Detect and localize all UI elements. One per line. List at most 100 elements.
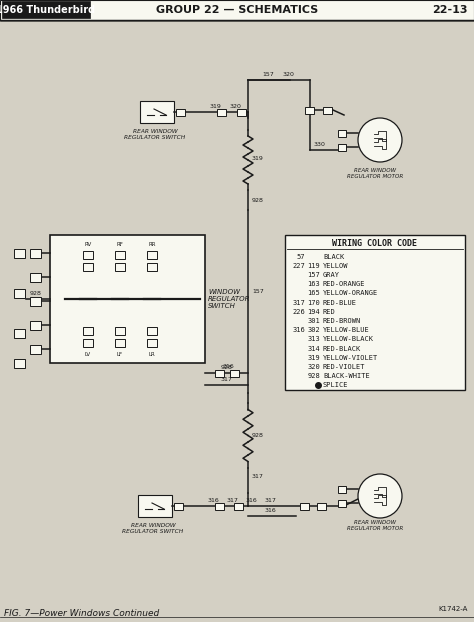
Text: REAR WINDOW
REGULATOR MOTOR: REAR WINDOW REGULATOR MOTOR (347, 520, 403, 531)
Text: 928: 928 (220, 365, 232, 370)
Text: YELLOW-ORANGE: YELLOW-ORANGE (323, 290, 378, 297)
Bar (147, 263, 157, 271)
Text: 319: 319 (209, 104, 221, 109)
Bar (15, 328, 26, 338)
Text: RED-VIOLET: RED-VIOLET (323, 364, 365, 370)
Text: RED-BROWN: RED-BROWN (323, 318, 361, 324)
Text: 314: 314 (307, 346, 320, 351)
Bar (285, 235, 465, 390)
Bar (83, 327, 93, 335)
Bar (2, 1, 90, 18)
Text: 119: 119 (307, 263, 320, 269)
Text: RF: RF (117, 243, 123, 248)
Bar (83, 251, 93, 259)
Text: 316: 316 (264, 508, 276, 513)
Bar (50, 235, 205, 363)
Text: K1742-A: K1742-A (438, 606, 468, 612)
Text: 317: 317 (226, 498, 238, 503)
Text: 320: 320 (282, 72, 294, 77)
Text: 227: 227 (292, 263, 305, 269)
Text: RED-BLUE: RED-BLUE (323, 300, 357, 305)
Bar (306, 106, 315, 113)
Text: 320: 320 (229, 104, 241, 109)
Text: 157: 157 (307, 272, 320, 278)
Bar (30, 320, 42, 330)
Bar (15, 249, 26, 258)
Text: 317: 317 (252, 473, 264, 478)
Bar (115, 263, 125, 271)
Text: GROUP 22 — SCHEMATICS: GROUP 22 — SCHEMATICS (156, 5, 318, 15)
Text: LR: LR (149, 353, 155, 358)
Bar (318, 503, 327, 509)
Text: 226: 226 (292, 309, 305, 315)
Text: REAR WINDOW
REGULATOR MOTOR: REAR WINDOW REGULATOR MOTOR (347, 168, 403, 179)
Text: 302: 302 (307, 327, 320, 333)
Text: 316: 316 (292, 327, 305, 333)
Bar (230, 369, 239, 376)
Text: RED-ORANGE: RED-ORANGE (323, 281, 365, 287)
Text: BLACK-WHITE: BLACK-WHITE (323, 373, 370, 379)
Bar (174, 503, 183, 509)
Bar (0, 0, 474, 20)
Bar (218, 108, 227, 116)
Text: 163: 163 (307, 281, 320, 287)
Text: 316: 316 (222, 364, 234, 369)
Bar (216, 503, 225, 509)
Text: RV: RV (84, 243, 91, 248)
Text: 22-13: 22-13 (432, 5, 468, 15)
Bar (15, 358, 26, 368)
Bar (83, 339, 93, 347)
Bar (235, 503, 244, 509)
Text: 313: 313 (307, 337, 320, 342)
Text: WINDOW
REGULATOR
SWITCH: WINDOW REGULATOR SWITCH (208, 289, 250, 309)
Text: LV: LV (85, 353, 91, 358)
Bar (138, 495, 172, 517)
Bar (147, 251, 157, 259)
Bar (115, 339, 125, 347)
Bar (147, 327, 157, 335)
Text: 928: 928 (30, 291, 42, 296)
Bar (30, 345, 42, 353)
Bar (176, 108, 185, 116)
Text: 319: 319 (252, 156, 264, 160)
Bar (30, 272, 42, 282)
Text: REAR WINDOW
REGULATOR SWITCH: REAR WINDOW REGULATOR SWITCH (122, 523, 183, 534)
Bar (301, 503, 310, 509)
Text: 320: 320 (307, 364, 320, 370)
Text: YELLOW-BLUE: YELLOW-BLUE (323, 327, 370, 333)
Bar (83, 263, 93, 271)
Text: 316: 316 (207, 498, 219, 503)
Bar (323, 106, 332, 113)
Text: 194: 194 (307, 309, 320, 315)
Text: 57: 57 (297, 254, 305, 259)
Text: YELLOW-VIOLET: YELLOW-VIOLET (323, 355, 378, 361)
Bar (30, 297, 42, 305)
Circle shape (358, 474, 402, 518)
Text: 316: 316 (246, 498, 258, 503)
Text: 928: 928 (252, 433, 264, 438)
Text: 1966 Thunderbird: 1966 Thunderbird (0, 5, 96, 15)
Text: YELLOW-BLACK: YELLOW-BLACK (323, 337, 374, 342)
Text: 165: 165 (307, 290, 320, 297)
Text: 319: 319 (307, 355, 320, 361)
Text: SPLICE: SPLICE (323, 383, 348, 388)
Text: 170: 170 (307, 300, 320, 305)
Text: RR: RR (148, 243, 156, 248)
Bar (338, 144, 346, 151)
Bar (30, 249, 42, 258)
Bar (115, 327, 125, 335)
Text: 157: 157 (252, 289, 264, 294)
Text: 928: 928 (307, 373, 320, 379)
Text: 317: 317 (264, 498, 276, 503)
Bar (216, 369, 225, 376)
Bar (237, 108, 246, 116)
Bar (338, 499, 346, 506)
Bar (15, 289, 26, 297)
Bar (115, 251, 125, 259)
Text: RED: RED (323, 309, 336, 315)
Text: BLACK: BLACK (323, 254, 344, 259)
Text: 301: 301 (307, 318, 320, 324)
Text: REAR WINDOW
REGULATOR SWITCH: REAR WINDOW REGULATOR SWITCH (125, 129, 185, 140)
Text: FIG. 7—Power Windows Continued: FIG. 7—Power Windows Continued (4, 609, 159, 618)
Text: GRAY: GRAY (323, 272, 340, 278)
